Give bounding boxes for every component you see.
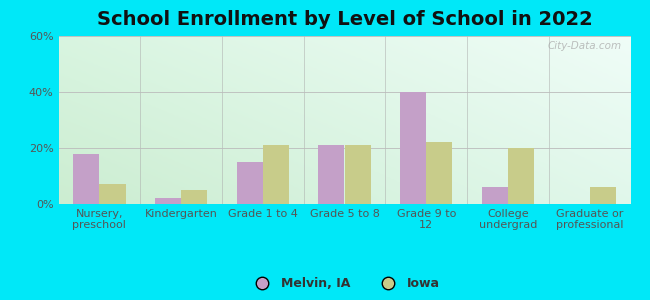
Bar: [73, 154, 99, 204]
Bar: [318, 145, 344, 204]
Title: School Enrollment by Level of School in 2022: School Enrollment by Level of School in …: [97, 10, 592, 29]
Bar: [263, 145, 289, 204]
Bar: [181, 190, 207, 204]
Bar: [508, 148, 534, 204]
Bar: [400, 92, 426, 204]
Text: City-Data.com: City-Data.com: [548, 41, 622, 51]
Bar: [99, 184, 125, 204]
Bar: [344, 145, 370, 204]
Bar: [426, 142, 452, 204]
Bar: [482, 187, 508, 204]
Legend: Melvin, IA, Iowa: Melvin, IA, Iowa: [244, 272, 445, 295]
Bar: [155, 198, 181, 204]
Bar: [590, 187, 616, 204]
Bar: [237, 162, 263, 204]
